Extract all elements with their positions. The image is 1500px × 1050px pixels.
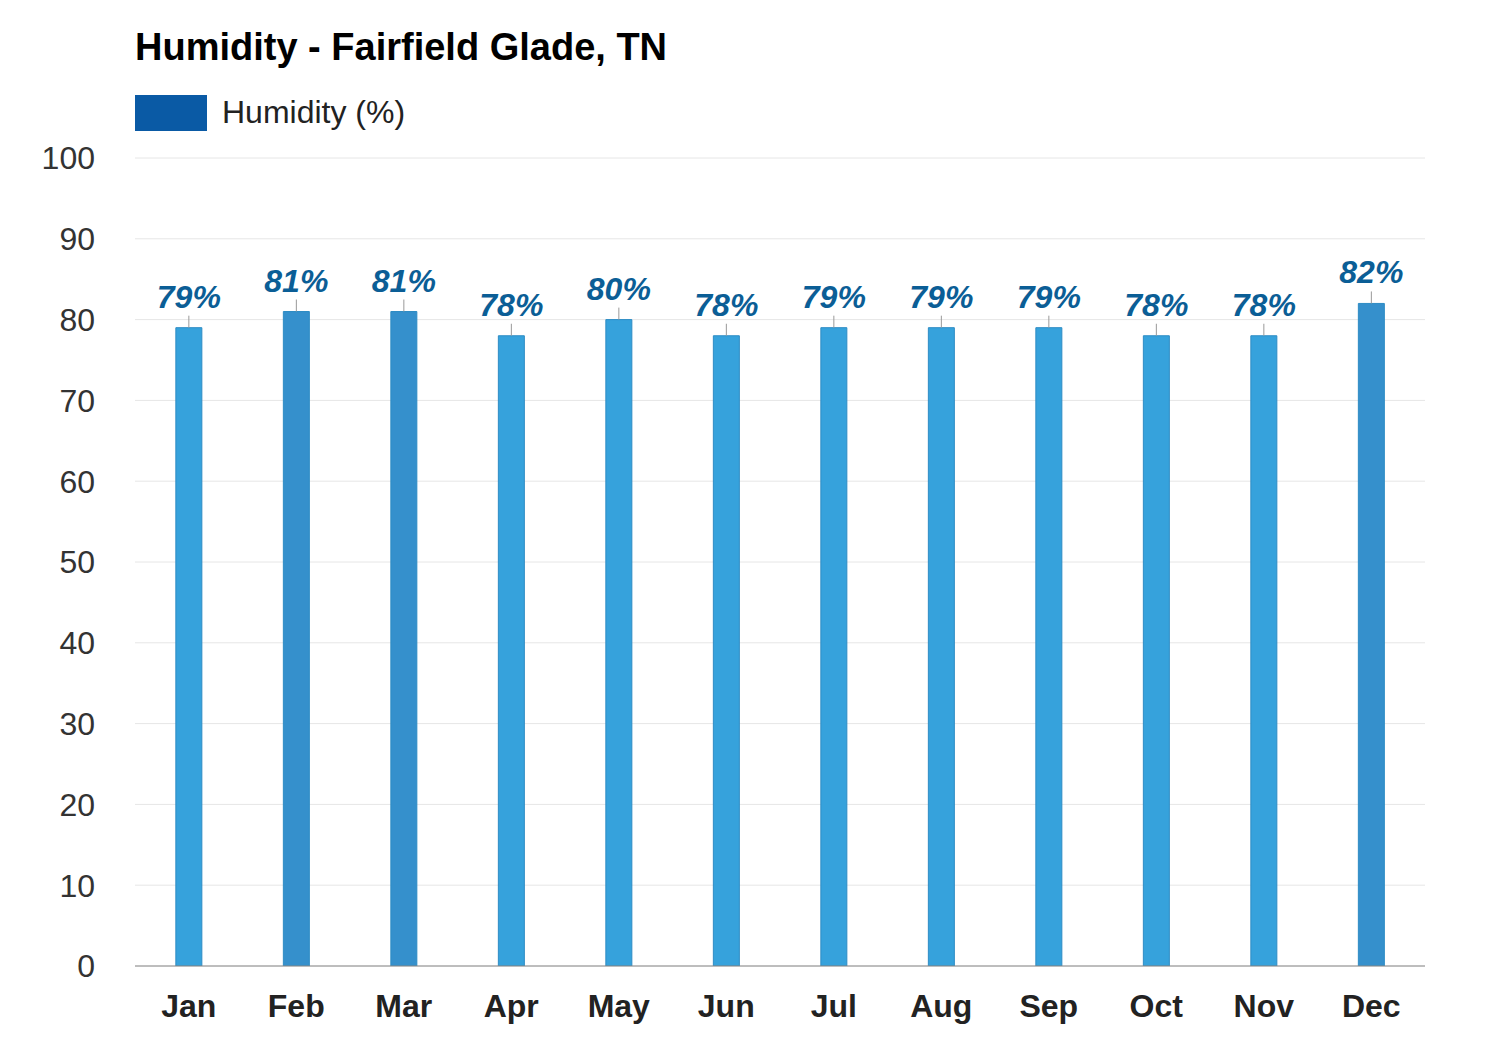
svg-text:60: 60 [59,464,95,500]
svg-text:Aug: Aug [910,988,972,1024]
svg-text:Apr: Apr [484,988,539,1024]
svg-text:78%: 78% [1124,287,1188,323]
svg-text:Sep: Sep [1019,988,1078,1024]
svg-text:30: 30 [59,706,95,742]
svg-text:20: 20 [59,787,95,823]
svg-text:78%: 78% [694,287,758,323]
svg-text:79%: 79% [909,279,973,315]
svg-text:70: 70 [59,383,95,419]
svg-text:81%: 81% [372,263,436,299]
svg-text:79%: 79% [1017,279,1081,315]
svg-text:Oct: Oct [1130,988,1184,1024]
svg-text:78%: 78% [1232,287,1296,323]
svg-text:Mar: Mar [375,988,432,1024]
svg-text:Jan: Jan [161,988,216,1024]
svg-text:0: 0 [77,948,95,984]
svg-text:100: 100 [42,140,95,176]
svg-text:Nov: Nov [1234,988,1295,1024]
svg-text:90: 90 [59,221,95,257]
html-text:Humidity (%): Humidity (%) [222,94,406,130]
svg-text:Dec: Dec [1342,988,1401,1024]
svg-text:Jun: Jun [698,988,755,1024]
svg-text:40: 40 [59,625,95,661]
svg-text:80%: 80% [587,271,651,307]
svg-text:80: 80 [59,302,95,338]
svg-text:79%: 79% [802,279,866,315]
html-text:Humidity - Fairfield Glade, TN: Humidity - Fairfield Glade, TN [135,26,668,68]
svg-text:10: 10 [59,868,95,904]
svg-text:79%: 79% [157,279,221,315]
svg-text:Feb: Feb [268,988,325,1024]
svg-text:Jul: Jul [811,988,857,1024]
svg-text:78%: 78% [479,287,543,323]
svg-text:82%: 82% [1339,254,1403,290]
svg-text:50: 50 [59,544,95,580]
svg-text:81%: 81% [264,263,328,299]
svg-text:May: May [588,988,650,1024]
